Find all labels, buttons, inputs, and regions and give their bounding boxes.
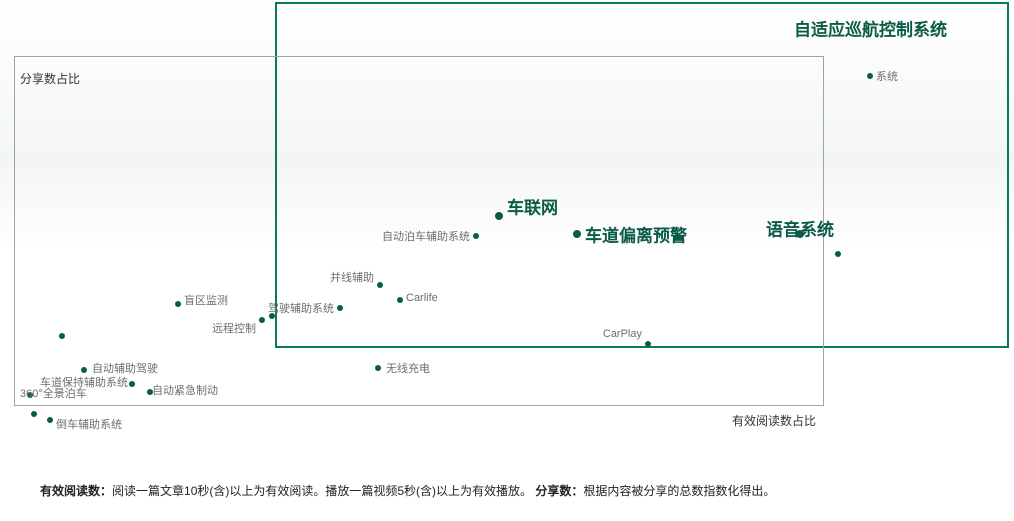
data-point xyxy=(473,233,479,239)
data-point-label: Carlife xyxy=(406,292,438,304)
footer-text-1: 阅读一篇文章10秒(含)以上为有效阅读。播放一篇视频5秒(含)以上为有效播放。 xyxy=(112,484,532,498)
data-point-label: 无线充电 xyxy=(386,360,430,376)
data-point-label: 车联网 xyxy=(507,194,558,219)
data-point xyxy=(47,417,53,423)
data-point xyxy=(337,305,343,311)
scatter-chart: 分享数占比 有效阅读数占比 自适应巡航控制系统系统车联网车道偏离预警语音系统自动… xyxy=(0,0,1014,460)
data-point-label: 自适应巡航控制系统 xyxy=(794,16,947,41)
data-point xyxy=(59,333,65,339)
footer-note: 有效阅读数：阅读一篇文章10秒(含)以上为有效阅读。播放一篇视频5秒(含)以上为… xyxy=(40,482,775,499)
data-point xyxy=(175,301,181,307)
data-point xyxy=(81,367,87,373)
data-point xyxy=(129,381,135,387)
data-point-label: 系统 xyxy=(876,68,898,84)
data-point xyxy=(495,212,503,220)
x-axis-label: 有效阅读数占比 xyxy=(732,412,816,429)
data-point-label: 并线辅助 xyxy=(330,269,374,285)
data-point-label: 自动紧急制动 xyxy=(152,382,218,398)
data-point xyxy=(645,341,651,347)
data-point-label: 倒车辅助系统 xyxy=(56,416,122,432)
data-point xyxy=(375,365,381,371)
data-point xyxy=(31,411,37,417)
data-point xyxy=(867,73,873,79)
data-point xyxy=(835,251,841,257)
footer-lead-1: 有效阅读数： xyxy=(40,484,112,498)
data-point-label: CarPlay xyxy=(603,328,642,340)
data-point-label: 驾驶辅助系统 xyxy=(268,300,334,316)
footer-lead-2: 分享数： xyxy=(535,484,583,498)
data-point-label: 自动泊车辅助系统 xyxy=(382,228,470,244)
data-point-label: 远程控制 xyxy=(212,320,256,336)
data-point-label: 语音系统 xyxy=(766,216,834,241)
data-point-label: 360°全景泊车 xyxy=(20,385,87,401)
data-point xyxy=(377,282,383,288)
footer-text-2: 根据内容被分享的总数指数化得出。 xyxy=(583,484,775,498)
data-point xyxy=(259,317,265,323)
y-axis-label: 分享数占比 xyxy=(20,70,80,87)
data-point-label: 盲区监测 xyxy=(184,292,228,308)
data-point xyxy=(573,230,581,238)
data-point-label: 车道偏离预警 xyxy=(585,222,687,247)
data-point xyxy=(397,297,403,303)
